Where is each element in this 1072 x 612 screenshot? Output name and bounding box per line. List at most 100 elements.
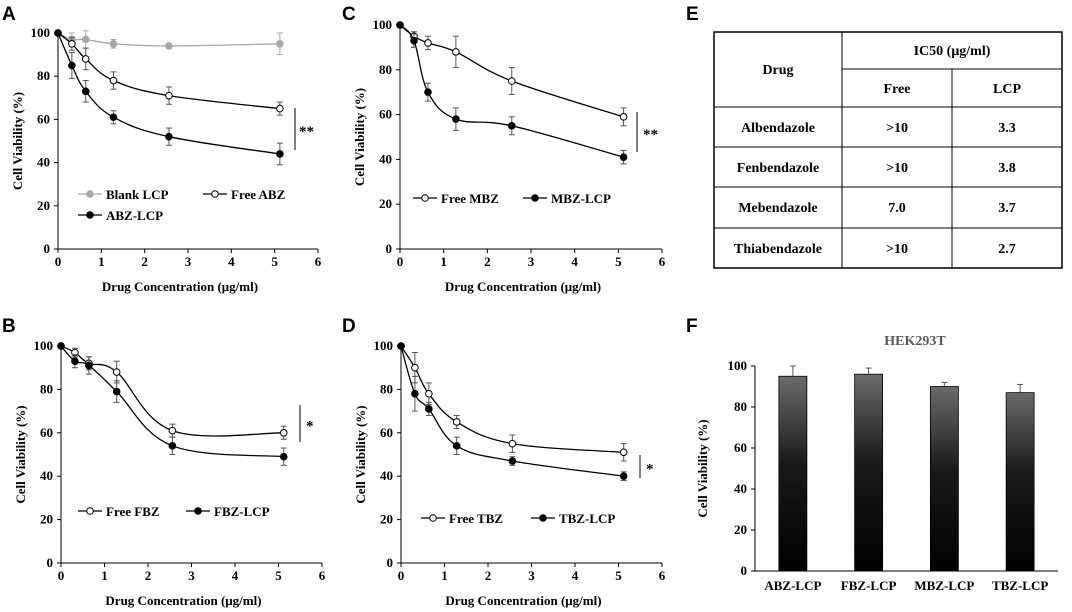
table-cell-lcp: 3.3 (998, 121, 1016, 136)
x-tick-label: 6 (659, 568, 666, 583)
data-point (424, 88, 432, 96)
x-tick-label: 0 (55, 254, 62, 269)
legend-marker (421, 194, 429, 202)
table-cell-drug: Albendazole (741, 121, 815, 136)
legend-marker (539, 514, 547, 522)
y-tick-label: 100 (373, 17, 393, 32)
x-tick-label: 3 (188, 568, 195, 583)
x-tick-label: 0 (398, 568, 405, 583)
legend-label: Free ABZ (231, 187, 286, 202)
data-point (424, 39, 432, 47)
legend-label: Free FBZ (106, 504, 160, 519)
y-tick-label: 40 (379, 151, 392, 166)
data-point (276, 40, 284, 48)
x-tick-label: ABZ-LCP (764, 578, 821, 593)
table-cell-lcp: 2.7 (998, 242, 1016, 257)
table-header-drug: Drug (762, 63, 793, 78)
y-tick-label: 100 (374, 338, 394, 353)
x-tick-label: 2 (141, 254, 148, 269)
series-line (60, 345, 284, 437)
data-point (507, 122, 516, 130)
data-point (452, 418, 461, 426)
legend-label: Blank LCP (106, 187, 169, 202)
data-point (507, 77, 516, 85)
data-point (165, 132, 173, 141)
data-point (508, 439, 517, 448)
x-tick-label: 2 (145, 568, 152, 583)
y-tick-label: 80 (37, 68, 50, 83)
y-tick-label: 20 (37, 198, 50, 213)
x-tick-label: 1 (440, 254, 447, 269)
table-header-free: Free (884, 82, 911, 97)
y-tick-label: 100 (34, 338, 54, 353)
data-point (165, 42, 173, 50)
y-tick-label: 80 (734, 399, 747, 414)
y-tick-label: 60 (379, 107, 392, 122)
y-tick-label: 40 (37, 155, 50, 170)
data-point (397, 342, 405, 350)
significance-label: ** (643, 127, 658, 143)
data-point (71, 357, 79, 365)
legend-label: Free TBZ (449, 511, 503, 526)
bar (929, 386, 959, 572)
x-tick-label: 5 (271, 254, 278, 269)
y-tick-label: 40 (40, 468, 53, 483)
legend-marker (194, 507, 202, 515)
legend-marker (429, 514, 437, 522)
x-axis-label: Drug Concentration (μg/ml) (445, 279, 601, 294)
x-tick-label: 4 (228, 254, 235, 269)
panel-letter-e: E (686, 4, 699, 25)
data-point (396, 21, 404, 29)
data-point (109, 40, 118, 48)
y-tick-label: 0 (44, 241, 51, 256)
table-cell-lcp: 3.7 (998, 201, 1016, 216)
table-cell-free: 7.0 (888, 201, 906, 216)
legend-label: ABZ-LCP (106, 208, 163, 223)
data-point (276, 104, 284, 113)
x-tick-label: 6 (659, 254, 666, 269)
legend-marker (211, 190, 219, 198)
ic50-table: Drug IC50 (μg/ml) Free LCP Albendazole >… (713, 31, 1063, 269)
data-point (81, 35, 90, 44)
data-point (68, 61, 76, 70)
x-tick-label: 4 (571, 254, 578, 269)
legend-marker (531, 194, 539, 202)
data-point (54, 29, 62, 37)
legend-marker (86, 190, 94, 198)
data-point (112, 368, 121, 376)
data-point (168, 426, 177, 435)
x-tick-label: 5 (615, 568, 622, 583)
x-tick-label: 0 (397, 254, 404, 269)
data-point (452, 115, 460, 123)
y-tick-label: 60 (40, 425, 53, 440)
data-point (619, 472, 628, 481)
x-tick-label: 1 (98, 254, 105, 269)
significance-label: ** (299, 124, 314, 140)
y-tick-label: 100 (728, 358, 748, 373)
data-point (279, 429, 288, 437)
table-border (713, 31, 1063, 269)
legend-label: MBZ-LCP (551, 191, 611, 206)
y-tick-label: 20 (379, 196, 392, 211)
legend-marker (86, 507, 94, 515)
y-tick-label: 60 (37, 111, 50, 126)
x-tick-label: 4 (572, 568, 579, 583)
y-axis-label: Cell Viability (%) (10, 92, 25, 190)
panel-letter-d: D (342, 316, 356, 337)
data-point (81, 55, 90, 63)
legend-label: TBZ-LCP (559, 511, 615, 526)
x-tick-label: 2 (484, 254, 491, 269)
bar (854, 373, 884, 572)
x-tick-label: 5 (615, 254, 622, 269)
data-point (85, 361, 93, 370)
y-tick-label: 0 (47, 555, 54, 570)
y-tick-label: 0 (741, 563, 748, 578)
y-tick-label: 100 (31, 25, 51, 40)
data-point (279, 452, 288, 461)
y-tick-label: 80 (380, 381, 393, 396)
data-point (81, 87, 90, 96)
data-point (452, 442, 461, 450)
legend-marker (86, 211, 94, 219)
x-axis-label: Drug Concentration (μg/ml) (445, 593, 601, 608)
y-tick-label: 20 (40, 512, 53, 527)
